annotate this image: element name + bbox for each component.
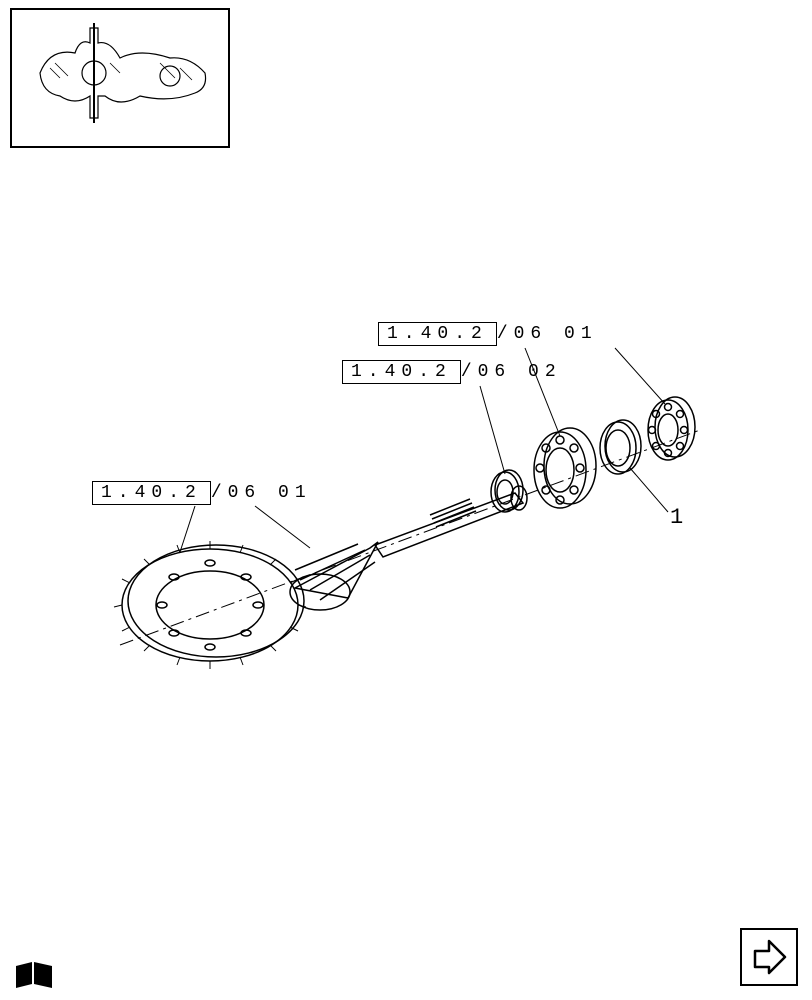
ref-box: 1.40.2 [378, 322, 497, 346]
ref-rest: /06 01 [497, 324, 598, 344]
pinion-shaft [375, 486, 527, 557]
callout-1: 1 [670, 505, 683, 530]
next-page-button[interactable] [740, 928, 798, 986]
bearing-small [648, 397, 695, 460]
ref-label-top-2: 1.40.2/06 02 [342, 360, 562, 384]
spacer-ring [600, 420, 641, 474]
ref-box: 1.40.2 [342, 360, 461, 384]
bearing-large [534, 428, 596, 508]
leader-callout-1 [630, 468, 668, 512]
leader-top-2 [480, 386, 505, 474]
leader-left [180, 506, 310, 552]
ring-gear [114, 541, 306, 669]
ref-label-top-1: 1.40.2/06 01 [378, 322, 598, 346]
ref-label-left: 1.40.2/06 01 [92, 481, 312, 505]
bevel-pinion [290, 542, 378, 610]
ref-box: 1.40.2 [92, 481, 211, 505]
ref-rest: /06 01 [211, 483, 312, 503]
next-arrow-icon [749, 937, 789, 977]
small-washer [491, 470, 523, 512]
ref-rest: /06 02 [461, 362, 562, 382]
